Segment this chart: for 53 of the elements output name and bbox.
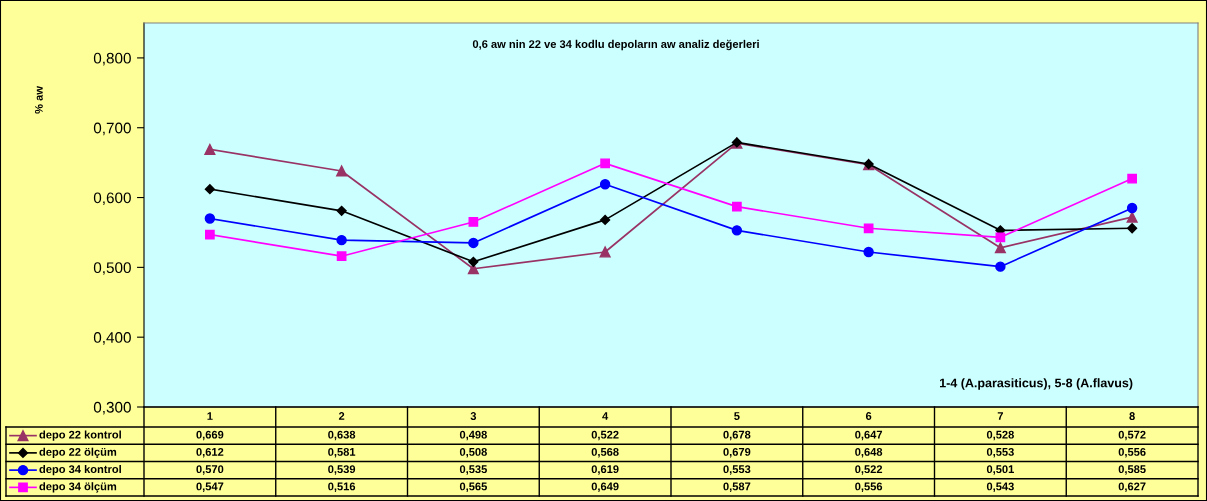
y-tick-label: 0,500	[93, 262, 131, 275]
x-tick-label: 7	[997, 412, 1003, 420]
x-tick-label: 1	[207, 412, 213, 420]
y-axis-title: % aw	[34, 86, 43, 114]
data-label: 0,678	[723, 430, 751, 441]
data-label: 0,568	[591, 447, 619, 458]
text: 0,6 aw nin 22 ve 34 kodlu depoların aw analiz değerleri	[472, 39, 759, 51]
legend-label: depo 22 kontrol	[39, 430, 121, 441]
data-label: 0,570	[196, 465, 224, 475]
x-tick-label: 4	[602, 412, 609, 420]
data-label: 0,508	[459, 447, 487, 458]
data-label: 0,565	[459, 482, 487, 492]
data-label: 0,556	[1118, 447, 1146, 458]
y-tick-label: 0,600	[93, 192, 131, 206]
data-label: 0,638	[328, 430, 356, 441]
data-label: 0,522	[855, 465, 883, 475]
data-label: 0,547	[196, 482, 224, 492]
x-tick-label: 3	[470, 412, 477, 420]
x-tick-label: 8	[1129, 412, 1135, 420]
y-tick-label: 0,400	[93, 332, 131, 345]
y-tick-label: 0,300	[93, 401, 131, 415]
x-tick-label: 5	[734, 412, 740, 420]
data-label: 0,522	[591, 430, 619, 441]
data-label: 0,647	[855, 430, 883, 441]
data-label: 0,528	[986, 430, 1014, 441]
x-tick-label: 2	[338, 412, 345, 420]
data-label: 0,627	[1118, 482, 1146, 492]
data-label: 0,581	[328, 447, 356, 458]
data-label: 0,648	[855, 447, 883, 458]
legend-label: depo 34 ölçüm	[39, 482, 117, 493]
data-label: 0,553	[723, 465, 751, 475]
data-label: 0,556	[855, 482, 883, 492]
data-label: 0,543	[986, 482, 1014, 492]
data-label: 0,619	[591, 465, 619, 475]
legend-label: depo 22 ölçüm	[39, 447, 117, 459]
data-label: 0,516	[328, 482, 356, 492]
data-label: 0,539	[328, 465, 356, 475]
data-label: 0,669	[196, 430, 224, 441]
data-label: 0,501	[986, 465, 1014, 475]
data-label: 0,679	[723, 447, 751, 458]
data-label: 0,612	[196, 447, 224, 458]
data-label: 0,585	[1118, 465, 1146, 475]
y-tick-label: 0,700	[93, 122, 131, 136]
data-label: 0,649	[591, 482, 619, 492]
data-label: 0,587	[723, 482, 751, 492]
data-label: 0,535	[459, 465, 487, 475]
y-tick-label: 0,800	[93, 52, 131, 66]
data-label: 0,498	[459, 430, 487, 441]
annotation: 1-4 (A.parasiticus), 5-8 (A.flavus)	[940, 378, 1133, 390]
legend-label: depo 34 kontrol	[39, 464, 121, 476]
data-label: 0,572	[1118, 430, 1146, 441]
x-tick-label: 6	[865, 412, 872, 420]
data-label: 0,553	[986, 447, 1014, 458]
